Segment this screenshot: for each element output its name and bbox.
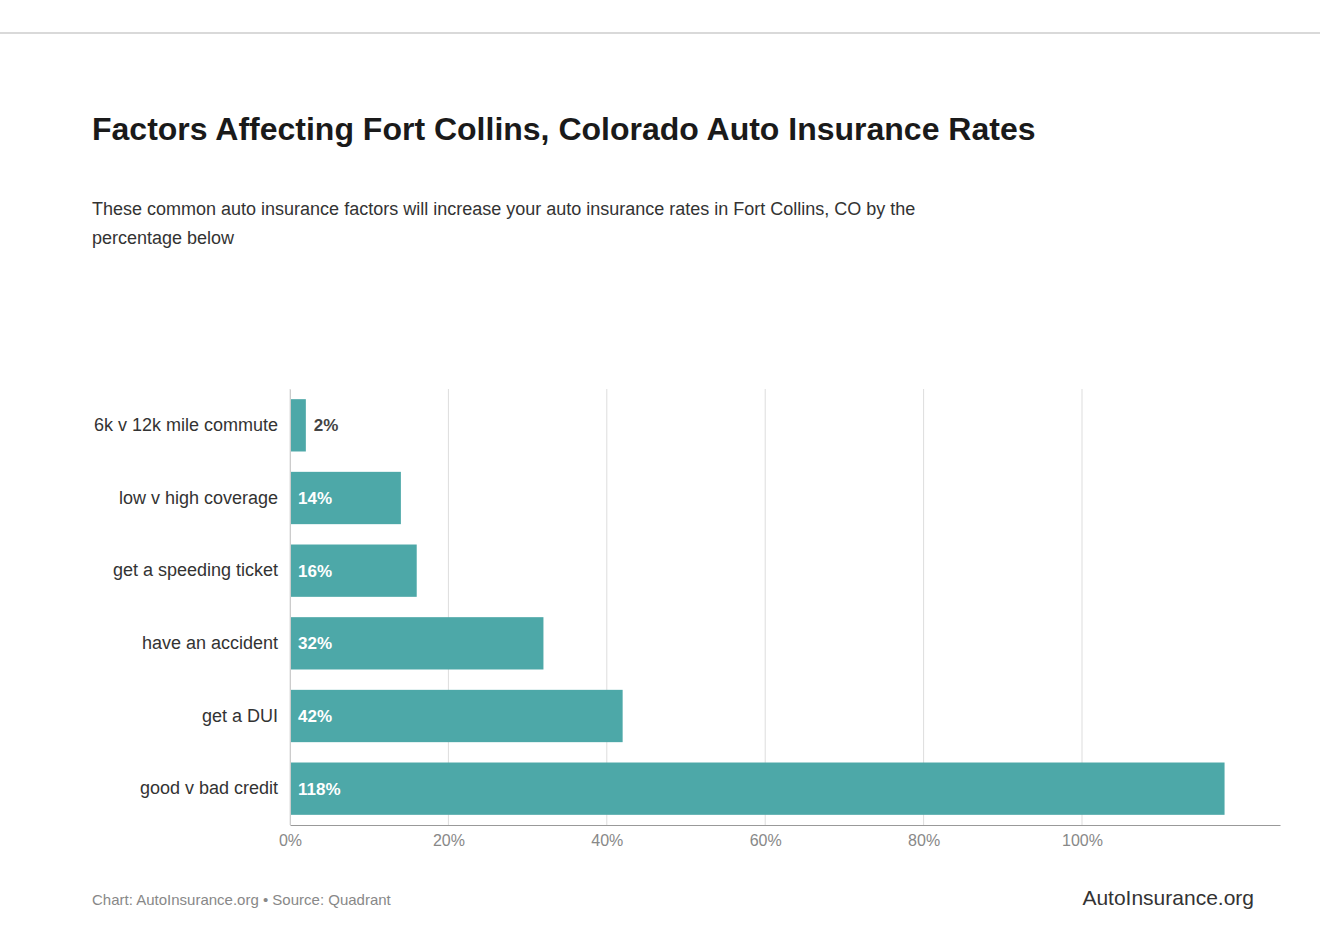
bar — [290, 472, 401, 524]
footer: Chart: AutoInsurance.org • Source: Quadr… — [92, 891, 392, 908]
x-tick: 80% — [908, 825, 940, 849]
x-tick-label: 100% — [1062, 832, 1103, 849]
data-label: 16% — [298, 562, 332, 581]
x-tick: 40% — [591, 825, 623, 849]
data-label: 2% — [314, 416, 339, 435]
subtitle-line: percentage below — [92, 228, 235, 248]
x-axis-line — [291, 825, 1281, 826]
x-tick: 20% — [433, 825, 465, 849]
y-tick: 6k v 12k mile commute — [94, 415, 278, 435]
y-tick: get a DUI — [202, 706, 278, 726]
grid-line — [1082, 389, 1083, 825]
y-tick: low v high coverage — [119, 488, 278, 508]
x-tick: 100% — [1062, 825, 1103, 849]
chart: Factors Affecting Fort Collins, Colorado… — [0, 0, 1320, 948]
bar — [290, 763, 1225, 815]
y-axis: good v bad credit get a DUI have an accide… — [94, 390, 291, 826]
bar — [290, 690, 623, 742]
y-axis-line — [290, 390, 291, 826]
grid-line — [765, 389, 766, 825]
y-tick-label: good v bad credit — [140, 778, 278, 798]
subtitle-line: These common auto insurance factors will… — [92, 199, 915, 219]
y-tick-label: low v high coverage — [119, 488, 278, 508]
x-tick-label: 0% — [279, 832, 302, 849]
y-tick: good v bad credit — [140, 778, 278, 798]
subtitle: These common auto insurance factors will… — [92, 199, 915, 248]
grid-line — [448, 389, 449, 825]
data-label: 32% — [298, 634, 332, 653]
y-tick-label: get a DUI — [202, 706, 278, 726]
y-tick: get a speeding ticket — [113, 560, 278, 580]
x-tick-label: 80% — [908, 832, 940, 849]
x-tick-label: 20% — [433, 832, 465, 849]
data-label: 118% — [298, 780, 341, 799]
bar — [290, 399, 306, 451]
x-axis: 0% 20% 40% 60% 80% 100% — [279, 825, 1281, 849]
grid-line — [606, 389, 607, 825]
grid-line — [290, 389, 291, 825]
grid — [290, 389, 1082, 825]
bar — [290, 617, 543, 669]
x-tick-label: 60% — [750, 832, 782, 849]
y-tick-label: have an accident — [142, 633, 278, 653]
y-tick-label: 6k v 12k mile commute — [94, 415, 278, 435]
x-tick: 0% — [279, 825, 302, 849]
top-rule — [0, 32, 1320, 34]
data-label: 42% — [298, 707, 332, 726]
plot-area: 0% 20% 40% 60% 80% 100% good v bad credit get a… — [94, 389, 1281, 849]
x-tick-label: 40% — [591, 832, 623, 849]
data-labels: 118% 42% 32% 16% 14% 2% — [298, 416, 341, 798]
y-tick: have an accident — [142, 633, 278, 653]
bars — [290, 399, 1225, 815]
title: Factors Affecting Fort Collins, Colorado… — [92, 111, 1036, 147]
y-tick-label: get a speeding ticket — [113, 560, 278, 580]
bar — [290, 545, 417, 597]
x-tick: 60% — [750, 825, 782, 849]
grid-line — [923, 389, 924, 825]
data-label: 14% — [298, 489, 332, 508]
branding: AutoInsurance.org — [1082, 886, 1254, 909]
